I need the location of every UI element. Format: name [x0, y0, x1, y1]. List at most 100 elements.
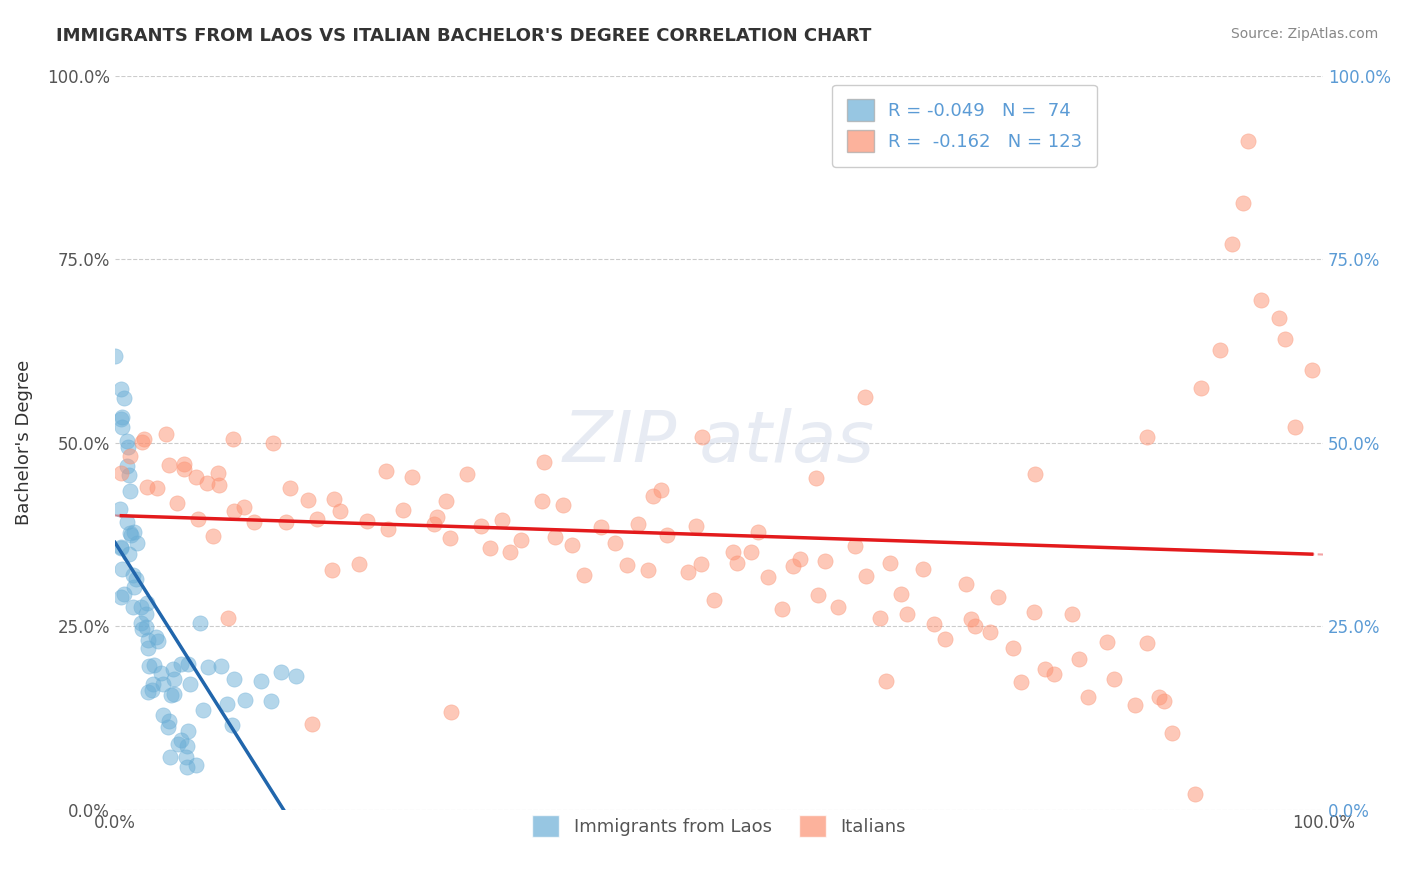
Point — [138, 641, 160, 656]
Point — [1097, 634, 1119, 648]
Point — [747, 524, 769, 539]
Point — [1274, 332, 1296, 346]
Point — [222, 432, 245, 446]
Point — [401, 469, 423, 483]
Point — [1232, 196, 1254, 211]
Point — [491, 513, 513, 527]
Point — [159, 749, 181, 764]
Point — [160, 688, 183, 702]
Point — [195, 476, 218, 491]
Point — [533, 454, 555, 468]
Point — [260, 693, 283, 707]
Point — [157, 720, 180, 734]
Point — [574, 568, 596, 582]
Point — [1268, 311, 1291, 326]
Point — [110, 590, 132, 604]
Point — [209, 659, 232, 673]
Point — [703, 593, 725, 607]
Text: ZIP atlas: ZIP atlas — [562, 408, 875, 477]
Point — [979, 625, 1001, 640]
Point — [561, 538, 583, 552]
Point — [285, 669, 308, 683]
Point — [543, 530, 565, 544]
Point — [1147, 690, 1170, 705]
Point — [118, 484, 141, 499]
Point — [120, 528, 142, 542]
Point — [135, 479, 157, 493]
Point — [439, 532, 461, 546]
Point — [157, 458, 180, 473]
Point — [1033, 662, 1056, 676]
Point — [146, 481, 169, 495]
Point — [111, 419, 134, 434]
Point — [177, 657, 200, 671]
Point — [215, 697, 238, 711]
Point — [148, 633, 170, 648]
Point — [323, 492, 346, 507]
Point — [142, 657, 165, 672]
Point — [166, 496, 188, 510]
Point — [1161, 726, 1184, 740]
Point — [911, 562, 934, 576]
Point — [1022, 606, 1045, 620]
Point — [188, 615, 211, 630]
Point — [167, 737, 190, 751]
Point — [1067, 652, 1090, 666]
Point — [1184, 787, 1206, 801]
Legend: R = -0.049   N =  74, R =  -0.162   N = 123: R = -0.049 N = 74, R = -0.162 N = 123 — [832, 85, 1097, 167]
Point — [136, 596, 159, 610]
Point — [125, 572, 148, 586]
Point — [301, 717, 323, 731]
Point — [129, 600, 152, 615]
Text: IMMIGRANTS FROM LAOS VS ITALIAN BACHELOR'S DEGREE CORRELATION CHART: IMMIGRANTS FROM LAOS VS ITALIAN BACHELOR… — [56, 27, 872, 45]
Point — [142, 677, 165, 691]
Point — [756, 570, 779, 584]
Point — [1077, 690, 1099, 704]
Point — [844, 539, 866, 553]
Point — [1042, 666, 1064, 681]
Point — [163, 672, 186, 686]
Point — [855, 569, 877, 583]
Point — [922, 617, 945, 632]
Point — [207, 467, 229, 481]
Point — [616, 558, 638, 573]
Point — [222, 503, 245, 517]
Point — [110, 411, 132, 425]
Point — [896, 607, 918, 621]
Point — [470, 519, 492, 533]
Point — [115, 434, 138, 448]
Point — [176, 760, 198, 774]
Point — [118, 547, 141, 561]
Point — [685, 518, 707, 533]
Point — [305, 512, 328, 526]
Point — [740, 545, 762, 559]
Point — [117, 440, 139, 454]
Point — [890, 587, 912, 601]
Point — [934, 632, 956, 646]
Point — [145, 630, 167, 644]
Point — [960, 611, 983, 625]
Point — [456, 467, 478, 481]
Point — [202, 529, 225, 543]
Point — [179, 677, 201, 691]
Point — [1060, 607, 1083, 621]
Point — [1250, 293, 1272, 307]
Point — [770, 602, 793, 616]
Point — [655, 528, 678, 542]
Point — [377, 522, 399, 536]
Point — [170, 732, 193, 747]
Point — [987, 590, 1010, 604]
Point — [232, 500, 254, 515]
Point — [589, 520, 612, 534]
Point — [120, 525, 142, 540]
Point — [243, 515, 266, 529]
Point — [1209, 343, 1232, 357]
Point — [122, 580, 145, 594]
Point — [643, 489, 665, 503]
Point — [110, 410, 132, 425]
Point — [110, 501, 132, 516]
Point — [136, 685, 159, 699]
Point — [274, 515, 297, 529]
Point — [1301, 363, 1323, 377]
Point — [173, 458, 195, 472]
